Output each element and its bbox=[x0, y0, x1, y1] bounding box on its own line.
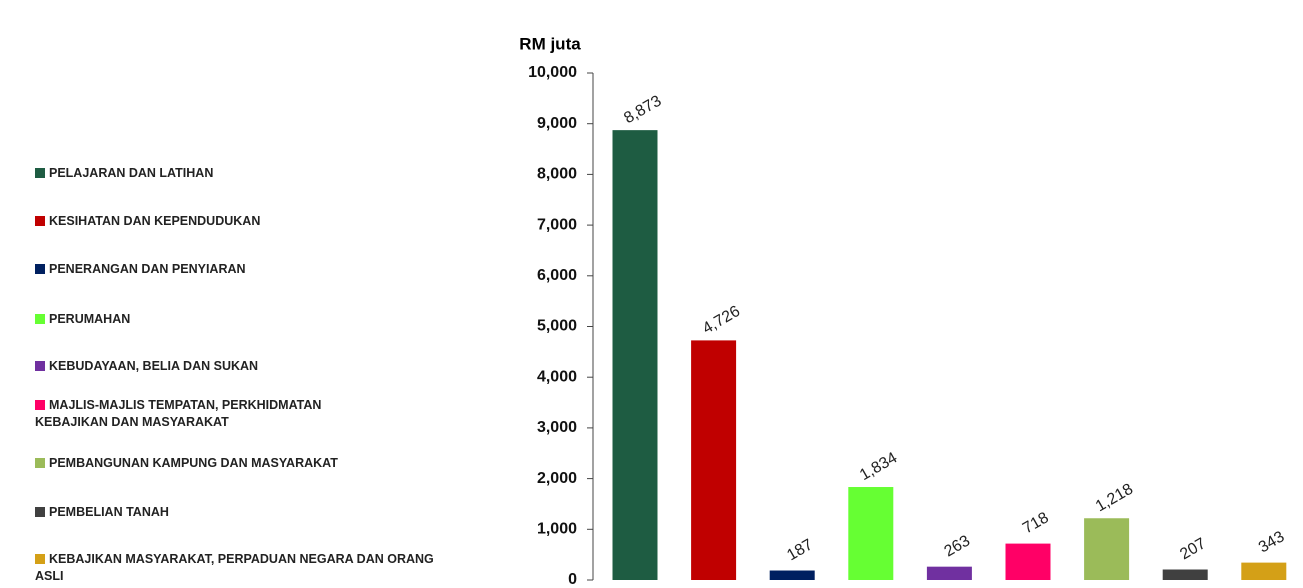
data-label: 1,834 bbox=[857, 449, 900, 484]
legend-swatch bbox=[35, 457, 45, 468]
bar bbox=[691, 340, 737, 580]
bar bbox=[1162, 569, 1208, 580]
legend-swatch bbox=[35, 215, 45, 226]
legend-item: PENERANGAN DAN PENYIARAN bbox=[35, 261, 435, 278]
legend-label: PERUMAHAN bbox=[49, 311, 131, 326]
legend-swatch bbox=[35, 554, 45, 564]
legend-label: PELAJARAN DAN LATIHAN bbox=[49, 165, 214, 180]
data-label: 718 bbox=[1020, 509, 1052, 537]
y-tick-label: 4,000 bbox=[537, 368, 577, 385]
y-tick-label: 2,000 bbox=[537, 470, 577, 487]
legend-item: PEMBANGUNAN KAMPUNG DAN MASYARAKAT bbox=[35, 455, 435, 472]
bar bbox=[1241, 562, 1287, 580]
legend-label: PEMBANGUNAN KAMPUNG DAN MASYARAKAT bbox=[49, 455, 338, 470]
legend-item: PERUMAHAN bbox=[35, 311, 435, 328]
bar bbox=[926, 566, 972, 580]
legend-item: KEBAJIKAN MASYARAKAT, PERPADUAN NEGARA D… bbox=[35, 551, 435, 585]
legend-swatch bbox=[35, 360, 45, 371]
legend-item: PEMBELIAN TANAH bbox=[35, 504, 435, 521]
data-label: 207 bbox=[1177, 535, 1209, 563]
y-tick-label: 6,000 bbox=[537, 267, 577, 284]
data-label: 8,873 bbox=[621, 92, 664, 127]
y-axis-title: RM juta bbox=[519, 34, 581, 53]
y-tick-label: 5,000 bbox=[537, 318, 577, 335]
legend-label: PENERANGAN DAN PENYIARAN bbox=[49, 261, 246, 276]
legend-label: PEMBELIAN TANAH bbox=[49, 504, 169, 519]
data-label: 4,726 bbox=[700, 303, 743, 338]
y-tick-label: 8,000 bbox=[537, 166, 577, 183]
bar bbox=[1084, 518, 1130, 580]
data-label: 1,218 bbox=[1093, 481, 1136, 516]
y-tick-label: 9,000 bbox=[537, 115, 577, 132]
bar bbox=[612, 130, 658, 580]
legend-label: KEBUDAYAAN, BELIA DAN SUKAN bbox=[49, 358, 259, 373]
data-label: 263 bbox=[941, 532, 973, 560]
legend-swatch bbox=[35, 167, 45, 178]
legend-item: PELAJARAN DAN LATIHAN bbox=[35, 165, 435, 182]
y-tick-label: 3,000 bbox=[537, 419, 577, 436]
y-tick-label: 7,000 bbox=[537, 216, 577, 233]
y-tick-label: 0 bbox=[568, 571, 577, 588]
legend-label: KEBAJIKAN MASYARAKAT, PERPADUAN NEGARA D… bbox=[35, 552, 434, 583]
data-label: 187 bbox=[784, 536, 816, 564]
y-tick-label: 1,000 bbox=[537, 521, 577, 538]
bar bbox=[848, 487, 894, 580]
legend-label: KESIHATAN DAN KEPENDUDUKAN bbox=[49, 213, 261, 228]
data-label: 343 bbox=[1256, 528, 1288, 556]
legend-swatch bbox=[35, 506, 45, 517]
legend-item: KEBUDAYAAN, BELIA DAN SUKAN bbox=[35, 358, 435, 375]
bar bbox=[1005, 543, 1051, 580]
legend-swatch bbox=[35, 400, 45, 410]
y-tick-label: 10,000 bbox=[528, 64, 577, 81]
legend-item: MAJLIS-MAJLIS TEMPATAN, PERKHIDMATAN KEB… bbox=[35, 397, 375, 431]
legend-label: MAJLIS-MAJLIS TEMPATAN, PERKHIDMATAN KEB… bbox=[35, 398, 322, 429]
legend-swatch bbox=[35, 263, 45, 274]
bar bbox=[769, 570, 815, 580]
legend-item: KESIHATAN DAN KEPENDUDUKAN bbox=[35, 213, 435, 230]
legend-swatch bbox=[35, 313, 45, 324]
